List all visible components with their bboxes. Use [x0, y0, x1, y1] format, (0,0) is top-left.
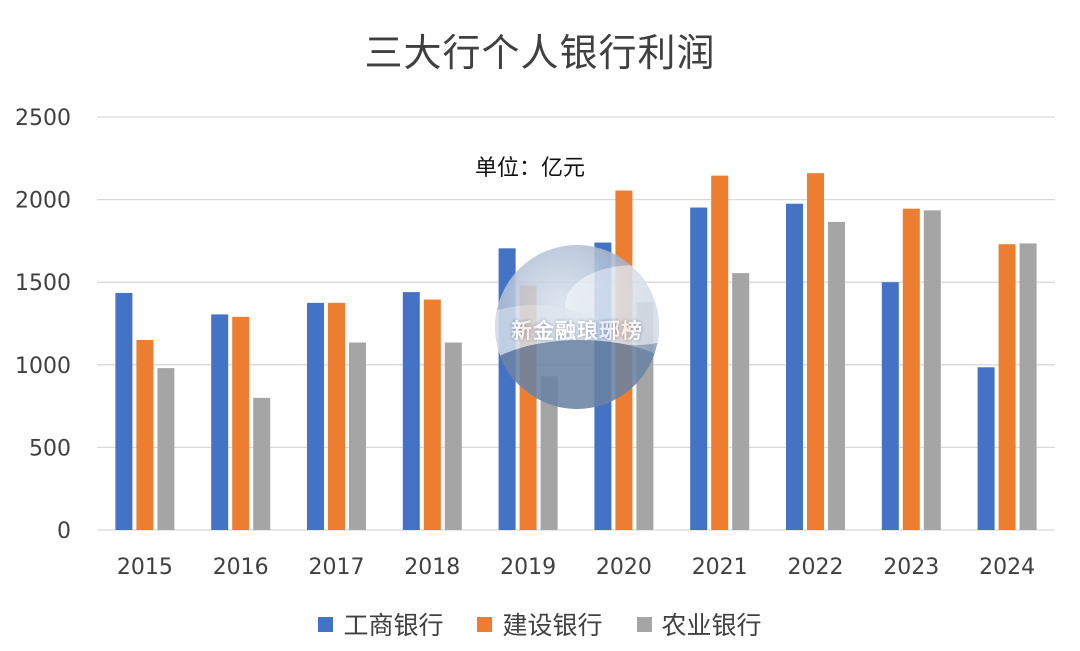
- bar-农业银行-2017: [349, 342, 366, 530]
- bar-工商银行-2024: [977, 367, 995, 530]
- x-tick-label: 2020: [596, 555, 652, 580]
- bar-建设银行-2016: [232, 316, 250, 530]
- legend-item: 工商银行: [318, 606, 443, 642]
- x-tick-label: 2023: [883, 555, 939, 580]
- x-tick-label: 2024: [979, 555, 1035, 580]
- legend-swatch: [636, 616, 652, 632]
- bar-工商银行-2022: [786, 203, 803, 531]
- bar-工商银行-2017: [307, 302, 324, 530]
- bar-建设银行-2015: [136, 340, 154, 530]
- unit-note: 单位：亿元: [475, 156, 586, 181]
- bar-工商银行-2018: [402, 292, 420, 530]
- watermark-text: 新金融琅琊榜: [511, 318, 643, 343]
- y-tick-label: 500: [29, 436, 71, 461]
- y-tick-label: 1500: [15, 271, 71, 296]
- bar-农业银行-2022: [828, 221, 845, 531]
- bar-农业银行-2018: [444, 342, 462, 530]
- bar-农业银行-2019: [540, 376, 558, 530]
- y-tick-label: 2500: [15, 106, 71, 131]
- bar-农业银行-2024: [1019, 243, 1037, 531]
- legend-swatch: [318, 616, 334, 632]
- bar-农业银行-2015: [157, 368, 175, 530]
- bar-建设银行-2017: [328, 302, 345, 530]
- legend-label: 农业银行: [661, 611, 762, 640]
- bar-农业银行-2023: [923, 210, 941, 530]
- bar-工商银行-2021: [690, 207, 708, 530]
- x-tick-label: 2016: [213, 555, 269, 580]
- legend-swatch: [477, 616, 493, 632]
- x-tick-label: 2019: [500, 555, 556, 580]
- bar-建设银行-2022: [807, 173, 824, 530]
- legend-label: 建设银行: [502, 611, 603, 640]
- y-tick-label: 1000: [15, 354, 71, 379]
- x-tick-label: 2017: [309, 555, 365, 580]
- bar-工商银行-2016: [211, 314, 229, 530]
- x-tick-label: 2022: [788, 555, 844, 580]
- chart-title: 三大行个人银行利润: [364, 31, 716, 75]
- x-tick-label: 2021: [692, 555, 748, 580]
- bar-建设银行-2021: [711, 175, 729, 530]
- bar-工商银行-2023: [881, 282, 899, 530]
- bar-建设银行-2023: [902, 208, 920, 530]
- legend-item: 农业银行: [636, 606, 762, 642]
- x-tick-label: 2018: [404, 555, 460, 580]
- bar-建设银行-2024: [998, 244, 1016, 531]
- bar-工商银行-2015: [115, 292, 133, 530]
- x-tick-label: 2015: [117, 555, 173, 580]
- bar-农业银行-2021: [732, 273, 750, 530]
- legend-label: 工商银行: [343, 611, 444, 640]
- bar-农业银行-2016: [253, 397, 271, 530]
- bar-建设银行-2018: [423, 299, 441, 530]
- watermark-logo: 新金融琅琊榜: [495, 245, 659, 409]
- y-tick-label: 2000: [15, 189, 71, 214]
- legend-item: 建设银行: [477, 606, 603, 642]
- chart-legend: 工商银行 建设银行 农业银行: [0, 606, 1080, 642]
- y-tick-label: 0: [57, 519, 71, 544]
